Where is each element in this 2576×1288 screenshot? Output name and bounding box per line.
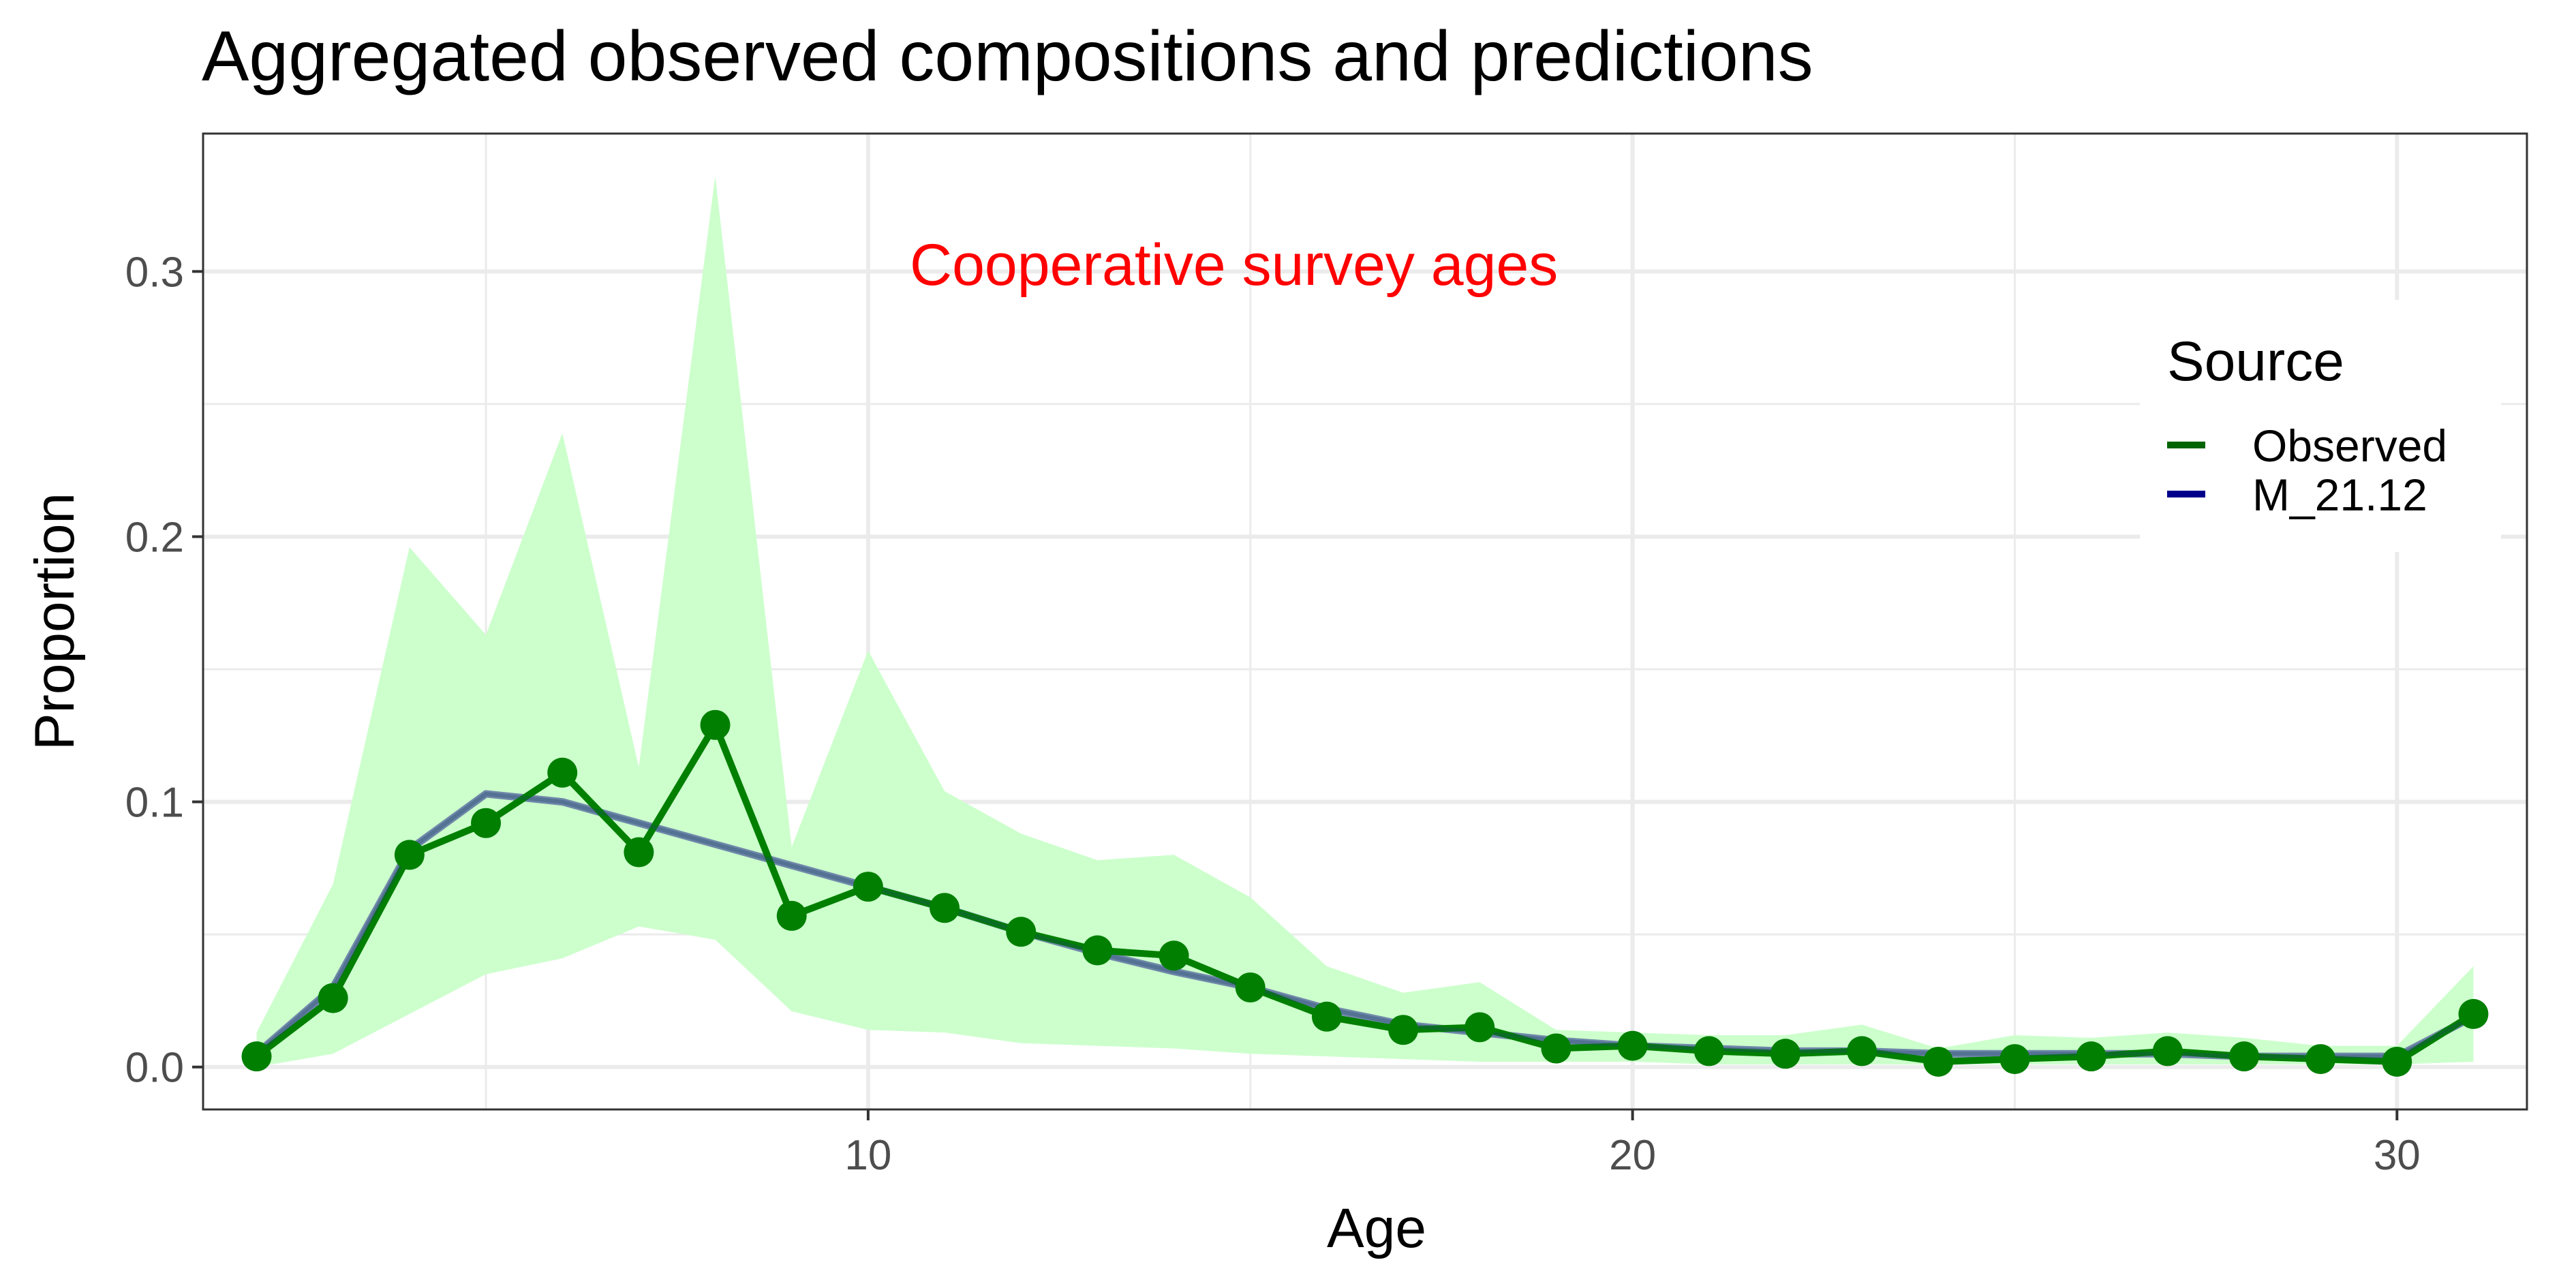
- observed-point: [776, 900, 807, 931]
- observed-point: [1999, 1044, 2030, 1075]
- observed-point: [1006, 917, 1037, 947]
- observed-point: [1159, 940, 1189, 971]
- observed-point: [241, 1041, 272, 1072]
- observed-point: [2305, 1044, 2336, 1075]
- observed-point: [624, 837, 654, 868]
- annotation-label: Cooperative survey ages: [910, 232, 1558, 298]
- observed-point: [1617, 1030, 1648, 1061]
- observed-point: [2076, 1041, 2106, 1072]
- observed-point: [930, 893, 960, 923]
- observed-point: [1235, 972, 1266, 1002]
- observed-point: [471, 808, 502, 838]
- y-tick-label: 0.1: [125, 780, 184, 827]
- y-tick-label: 0.2: [125, 514, 184, 561]
- observed-point: [1311, 1001, 1342, 1032]
- observed-point: [2458, 998, 2489, 1029]
- uncertainty-band: [256, 176, 2474, 1067]
- observed-point: [1693, 1036, 1724, 1067]
- observed-point: [1465, 1012, 1495, 1043]
- observed-point: [1770, 1039, 1800, 1069]
- y-axis-ticks: 0.0 0.1 0.2 0.3: [125, 249, 203, 1092]
- observed-point: [547, 757, 578, 788]
- panel-border: [202, 132, 2528, 1111]
- observed-point: [2228, 1041, 2259, 1072]
- observed-point: [2152, 1036, 2183, 1067]
- x-tick-label: 10: [844, 1132, 891, 1179]
- legend-background: [2140, 300, 2501, 552]
- observed-point: [853, 872, 883, 902]
- observed-point: [2382, 1046, 2412, 1077]
- legend-label-observed: Observed: [2252, 420, 2447, 471]
- legend-title: Source: [2167, 331, 2344, 393]
- plot-panel: Cooperative survey ages: [202, 132, 2528, 1111]
- legend-label-m-21-12: M_21.12: [2252, 470, 2427, 520]
- x-tick-label: 30: [2374, 1132, 2421, 1179]
- observed-point: [1923, 1046, 1954, 1077]
- observed-point: [1541, 1033, 1571, 1064]
- observed-point: [1847, 1036, 1877, 1067]
- observed-point: [394, 840, 425, 870]
- chart-title: Aggregated observed compositions and pre…: [202, 17, 1813, 96]
- y-axis-title: Proportion: [24, 493, 86, 750]
- x-axis-ticks: 10 20 30: [844, 1109, 2421, 1179]
- x-axis-title: Age: [1327, 1197, 1426, 1259]
- observed-point: [1082, 935, 1113, 966]
- y-tick-label: 0.0: [125, 1045, 184, 1092]
- x-tick-label: 20: [1609, 1132, 1656, 1179]
- observed-point: [1388, 1015, 1419, 1045]
- observed-point: [700, 709, 731, 740]
- observed-point: [318, 983, 348, 1013]
- y-tick-label: 0.3: [125, 249, 184, 296]
- observed-points: [241, 709, 2489, 1077]
